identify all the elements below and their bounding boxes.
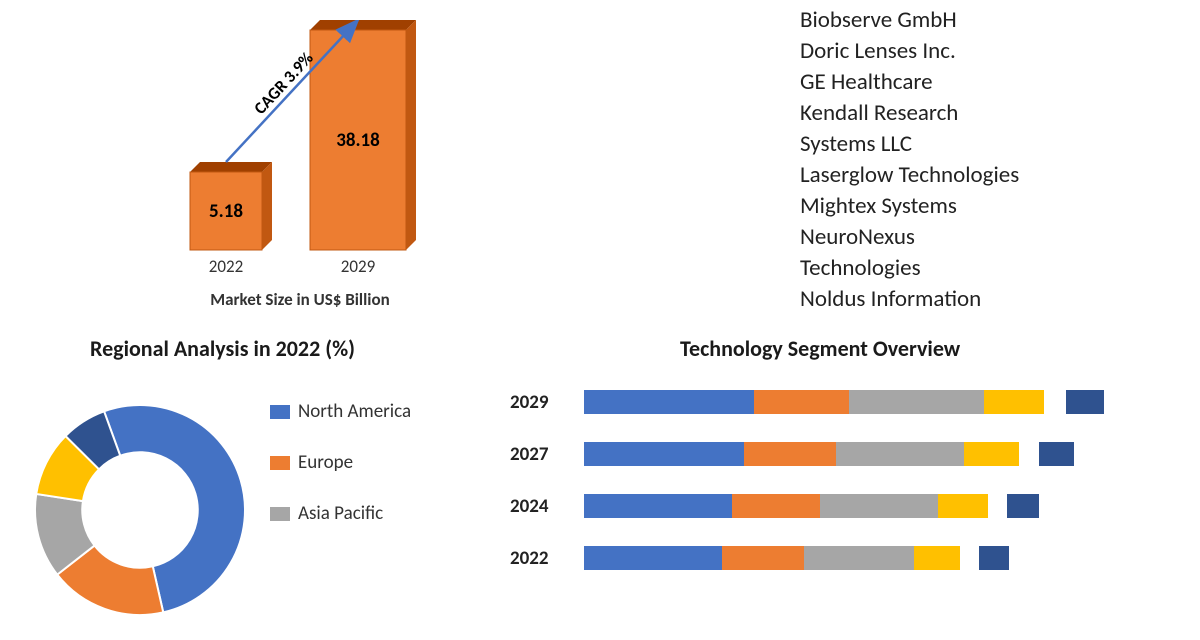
legend-label: North America [298,400,411,423]
stacked-segment [964,442,1019,466]
company-item: GE Healthcare [800,67,1019,98]
stacked-segment [836,442,964,466]
stacked-year-label: 2027 [510,443,566,466]
legend-swatch [270,456,290,470]
stacked-segment [849,390,984,414]
stacked-segment [960,546,979,570]
stacked-segment [979,546,1009,570]
donut-svg [10,380,270,640]
legend-label: Asia Pacific [298,502,383,525]
company-item: Kendall Research [800,98,1019,129]
legend-swatch [270,405,290,419]
stacked-segment [804,546,914,570]
stacked-segment [732,494,820,518]
regional-legend: North America Europe Asia Pacific [270,400,411,553]
stacked-bar [584,546,1009,570]
company-item: Noldus Information [800,284,1019,315]
stacked-segment [820,494,938,518]
stacked-row: 2027 [510,437,1190,471]
bar-chart-svg: 5.18 2022 38.18 2029 CAGR 3.9% [150,20,450,280]
company-item: Mightex Systems [800,191,1019,222]
technology-stacked-bars: 2029 2027 2024 2022 [510,385,1190,600]
stacked-segment [914,546,960,570]
company-item: NeuroNexus [800,222,1019,253]
stacked-year-label: 2029 [510,391,566,414]
stacked-segment [584,546,722,570]
stacked-segment [1066,390,1104,414]
stacked-segment [584,494,732,518]
legend-swatch [270,507,290,521]
market-size-bar-chart: 5.18 2022 38.18 2029 CAGR 3.9% Market Size i… [150,20,450,320]
stacked-year-label: 2022 [510,547,566,570]
legend-item: North America [270,400,411,423]
legend-label: Europe [298,451,353,474]
company-item: Biobserve GmbH [800,5,1019,36]
tech-title: Technology Segment Overview [680,335,960,362]
svg-text:38.18: 38.18 [336,129,380,152]
bar-chart-caption: Market Size in US$ Billion [150,289,450,310]
stacked-row: 2029 [510,385,1190,419]
company-item: Technologies [800,253,1019,284]
company-item: Systems LLC [800,129,1019,160]
company-list: Biobserve GmbHDoric Lenses Inc.GE Health… [800,5,1019,315]
stacked-segment [1019,442,1039,466]
company-item: Doric Lenses Inc. [800,36,1019,67]
svg-text:5.18: 5.18 [209,200,243,223]
stacked-segment [754,390,849,414]
stacked-segment [984,390,1044,414]
stacked-segment [1007,494,1039,518]
stacked-segment [1039,442,1074,466]
stacked-row: 2022 [510,541,1190,575]
stacked-segment [988,494,1007,518]
regional-donut-chart: North America Europe Asia Pacific [10,380,490,600]
regional-title: Regional Analysis in 2022 (%) [90,335,355,362]
svg-text:CAGR 3.9%: CAGR 3.9% [249,48,317,119]
company-item: Laserglow Technologies [800,160,1019,191]
stacked-segment [722,546,804,570]
stacked-row: 2024 [510,489,1190,523]
stacked-year-label: 2024 [510,495,566,518]
svg-text:2029: 2029 [341,256,376,277]
stacked-segment [744,442,836,466]
legend-item: Europe [270,451,411,474]
stacked-segment [938,494,988,518]
legend-item: Asia Pacific [270,502,411,525]
stacked-segment [584,442,744,466]
stacked-segment [584,390,754,414]
svg-text:2022: 2022 [209,256,243,277]
stacked-bar [584,494,1039,518]
stacked-bar [584,442,1074,466]
stacked-bar [584,390,1104,414]
stacked-segment [1044,390,1066,414]
